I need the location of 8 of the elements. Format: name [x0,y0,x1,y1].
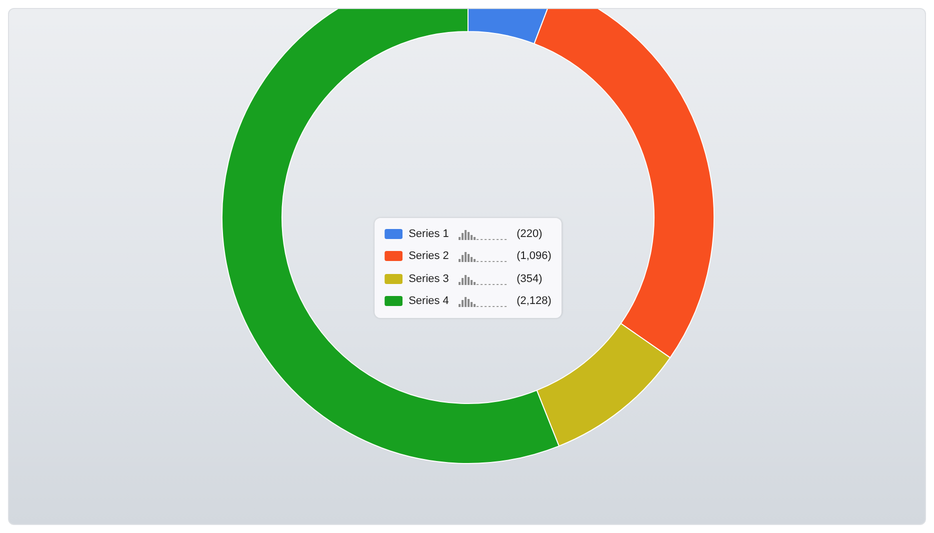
data-label: (354) [516,272,542,285]
data-label: (1,096) [516,250,552,262]
data-label: (2,128) [516,295,552,308]
slice-label: Series 4 [408,295,450,308]
legend-label: Series 1 [408,228,450,240]
legend-label: Series 3 [408,272,450,285]
legend-label: Series 2 [408,250,450,262]
data-label: (220) [516,228,542,240]
